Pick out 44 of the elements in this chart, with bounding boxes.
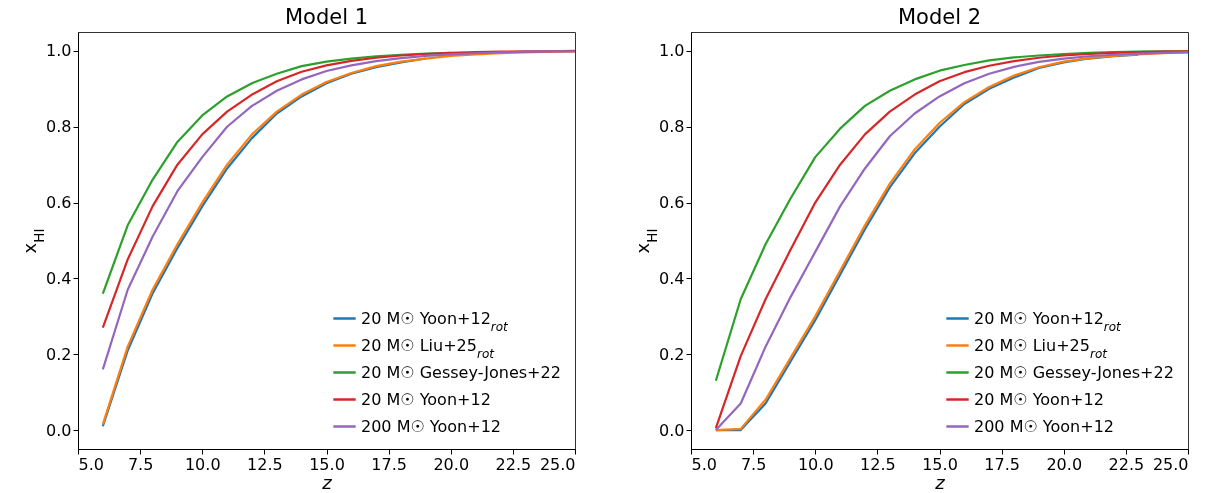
x-tick-label: 10.0: [184, 454, 221, 474]
y-tick-label: 0.2: [46, 344, 72, 364]
y-tick-label: 0.4: [46, 268, 72, 288]
x-tick-label: 15.0: [309, 454, 345, 474]
y-tick-label: 1.0: [46, 41, 72, 61]
x-tick-label: 10.0: [797, 454, 834, 474]
y-tick-label: 1.0: [659, 41, 685, 61]
x-tick-label: 17.5: [984, 454, 1020, 474]
x-tick-label: 22.5: [1108, 454, 1145, 474]
y-tick-label: 0.6: [659, 193, 685, 213]
y-tick-label: 0.8: [46, 117, 72, 137]
chart-title: Model 1: [284, 5, 369, 29]
y-tick-label: 0.0: [659, 420, 685, 440]
legend-label: 20 M☉ Yoon+12: [361, 389, 491, 409]
x-tick-label: 5.0: [78, 454, 104, 474]
x-tick-label: 20.0: [433, 454, 470, 474]
x-tick-label: 7.5: [740, 454, 767, 474]
x-tick-label: 12.5: [860, 454, 896, 474]
chart-title: Model 2: [897, 5, 982, 29]
legend-label: 20 M☉ Yoon+12$_{rot}$: [974, 308, 1123, 334]
x-axis-title: z: [321, 471, 333, 493]
y-tick-label: 0.0: [46, 420, 72, 440]
legend-label: 200 M☉ Yoon+12: [974, 416, 1114, 436]
y-tick-label: 0.8: [659, 117, 685, 137]
y-tick-label: 0.2: [659, 344, 685, 364]
x-tick-label: 17.5: [371, 454, 407, 474]
y-tick-label: 0.6: [46, 193, 72, 213]
x-tick-label: 15.0: [922, 454, 958, 474]
legend-label: 20 M☉ Liu+25$_{rot}$: [974, 335, 1109, 361]
x-tick-label: 25.0: [1152, 454, 1189, 474]
x-tick-label: 5.0: [691, 454, 717, 474]
x-tick-label: 20.0: [1046, 454, 1083, 474]
legend-label: 20 M☉ Yoon+12$_{rot}$: [361, 308, 510, 334]
legend-label: 20 M☉ Gessey-Jones+22: [974, 362, 1174, 382]
x-tick-label: 12.5: [247, 454, 283, 474]
y-tick-label: 0.4: [659, 268, 685, 288]
x-tick-label: 22.5: [495, 454, 532, 474]
x-axis-title: z: [934, 471, 946, 493]
x-tick-label: 7.5: [127, 454, 154, 474]
legend-label: 20 M☉ Gessey-Jones+22: [361, 362, 561, 382]
legend-label: 20 M☉ Yoon+12: [974, 389, 1104, 409]
x-tick-label: 25.0: [539, 454, 576, 474]
legend-label: 20 M☉ Liu+25$_{rot}$: [361, 335, 496, 361]
legend-label: 200 M☉ Yoon+12: [361, 416, 501, 436]
